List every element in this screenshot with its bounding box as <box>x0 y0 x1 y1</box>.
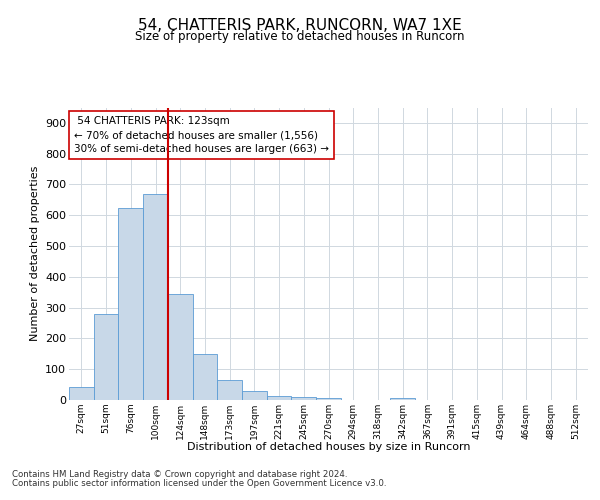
Bar <box>69 387 94 400</box>
Text: Contains HM Land Registry data © Crown copyright and database right 2024.: Contains HM Land Registry data © Crown c… <box>12 470 347 479</box>
Bar <box>242 392 267 400</box>
Bar <box>316 398 341 400</box>
Text: Distribution of detached houses by size in Runcorn: Distribution of detached houses by size … <box>187 442 470 452</box>
Bar <box>118 208 143 400</box>
Text: 54 CHATTERIS PARK: 123sqm
← 70% of detached houses are smaller (1,556)
30% of se: 54 CHATTERIS PARK: 123sqm ← 70% of detac… <box>74 116 329 154</box>
Y-axis label: Number of detached properties: Number of detached properties <box>29 166 40 342</box>
Text: 54, CHATTERIS PARK, RUNCORN, WA7 1XE: 54, CHATTERIS PARK, RUNCORN, WA7 1XE <box>138 18 462 32</box>
Text: Size of property relative to detached houses in Runcorn: Size of property relative to detached ho… <box>135 30 465 43</box>
Bar <box>193 354 217 400</box>
Bar <box>390 398 415 400</box>
Bar <box>94 314 118 400</box>
Bar <box>217 380 242 400</box>
Bar <box>267 396 292 400</box>
Text: Contains public sector information licensed under the Open Government Licence v3: Contains public sector information licen… <box>12 479 386 488</box>
Bar <box>292 397 316 400</box>
Bar <box>143 194 168 400</box>
Bar <box>168 294 193 400</box>
